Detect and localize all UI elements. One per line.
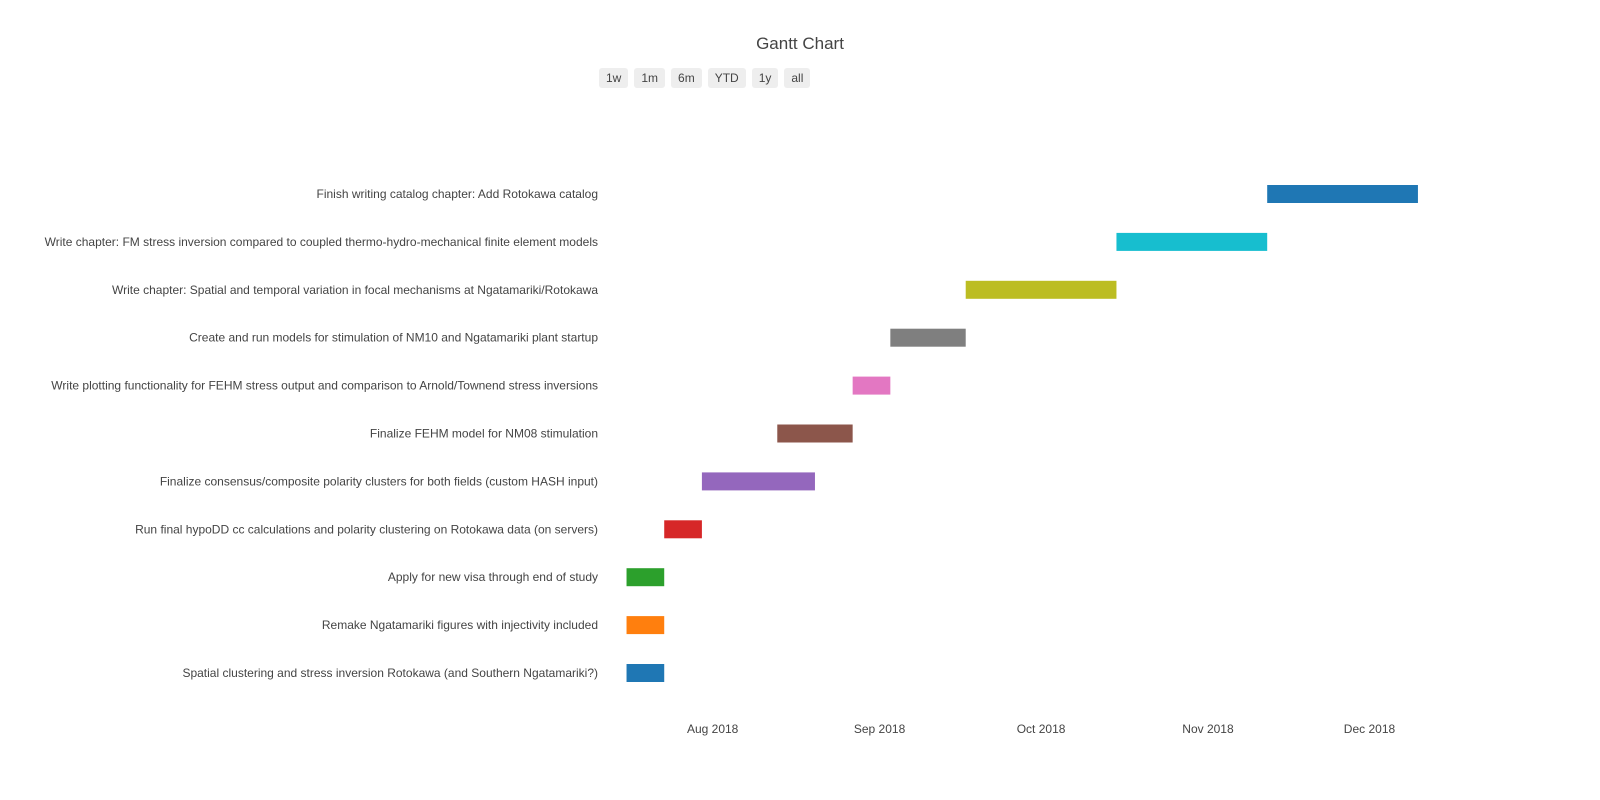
x-tick-label: Sep 2018 <box>854 722 906 736</box>
task-bar[interactable] <box>965 280 1117 299</box>
task-bar[interactable] <box>777 424 853 443</box>
task-label: Write chapter: FM stress inversion compa… <box>45 235 598 249</box>
range-selector: 1w 1m 6m YTD 1y all <box>599 68 811 88</box>
x-tick-label: Oct 2018 <box>1017 722 1066 736</box>
x-tick-label: Nov 2018 <box>1182 722 1234 736</box>
range-button-ytd[interactable]: YTD <box>707 68 746 88</box>
task-label: Write chapter: Spatial and temporal vari… <box>112 283 598 297</box>
task-bar[interactable] <box>701 472 815 491</box>
task-label: Finish writing catalog chapter: Add Roto… <box>317 187 599 201</box>
task-label: Finalize consensus/composite polarity cl… <box>160 474 598 488</box>
task-bar[interactable] <box>852 376 891 395</box>
task-label: Run final hypoDD cc calculations and pol… <box>135 522 598 536</box>
task-bar[interactable] <box>626 616 665 635</box>
task-bar[interactable] <box>1116 232 1268 251</box>
task-label: Finalize FEHM model for NM08 stimulation <box>370 427 598 441</box>
task-bar[interactable] <box>890 328 966 347</box>
task-label: Spatial clustering and stress inversion … <box>182 666 598 680</box>
task-label: Remake Ngatamariki figures with injectiv… <box>322 618 598 632</box>
task-label: Apply for new visa through end of study <box>388 570 598 584</box>
x-tick-label: Aug 2018 <box>687 722 739 736</box>
chart-title: Gantt Chart <box>756 34 844 53</box>
range-button-6m[interactable]: 6m <box>671 68 702 88</box>
range-button-1w[interactable]: 1w <box>599 68 629 88</box>
task-bar[interactable] <box>626 664 665 682</box>
range-button-1y[interactable]: 1y <box>751 68 779 88</box>
x-tick-label: Dec 2018 <box>1344 722 1396 736</box>
range-button-all[interactable]: all <box>784 68 811 88</box>
task-bar[interactable] <box>626 568 665 587</box>
task-label: Create and run models for stimulation of… <box>189 331 598 345</box>
task-bar[interactable] <box>664 520 702 539</box>
task-bar[interactable] <box>1267 185 1418 203</box>
range-button-1m[interactable]: 1m <box>634 68 666 88</box>
task-label: Write plotting functionality for FEHM st… <box>51 379 598 393</box>
